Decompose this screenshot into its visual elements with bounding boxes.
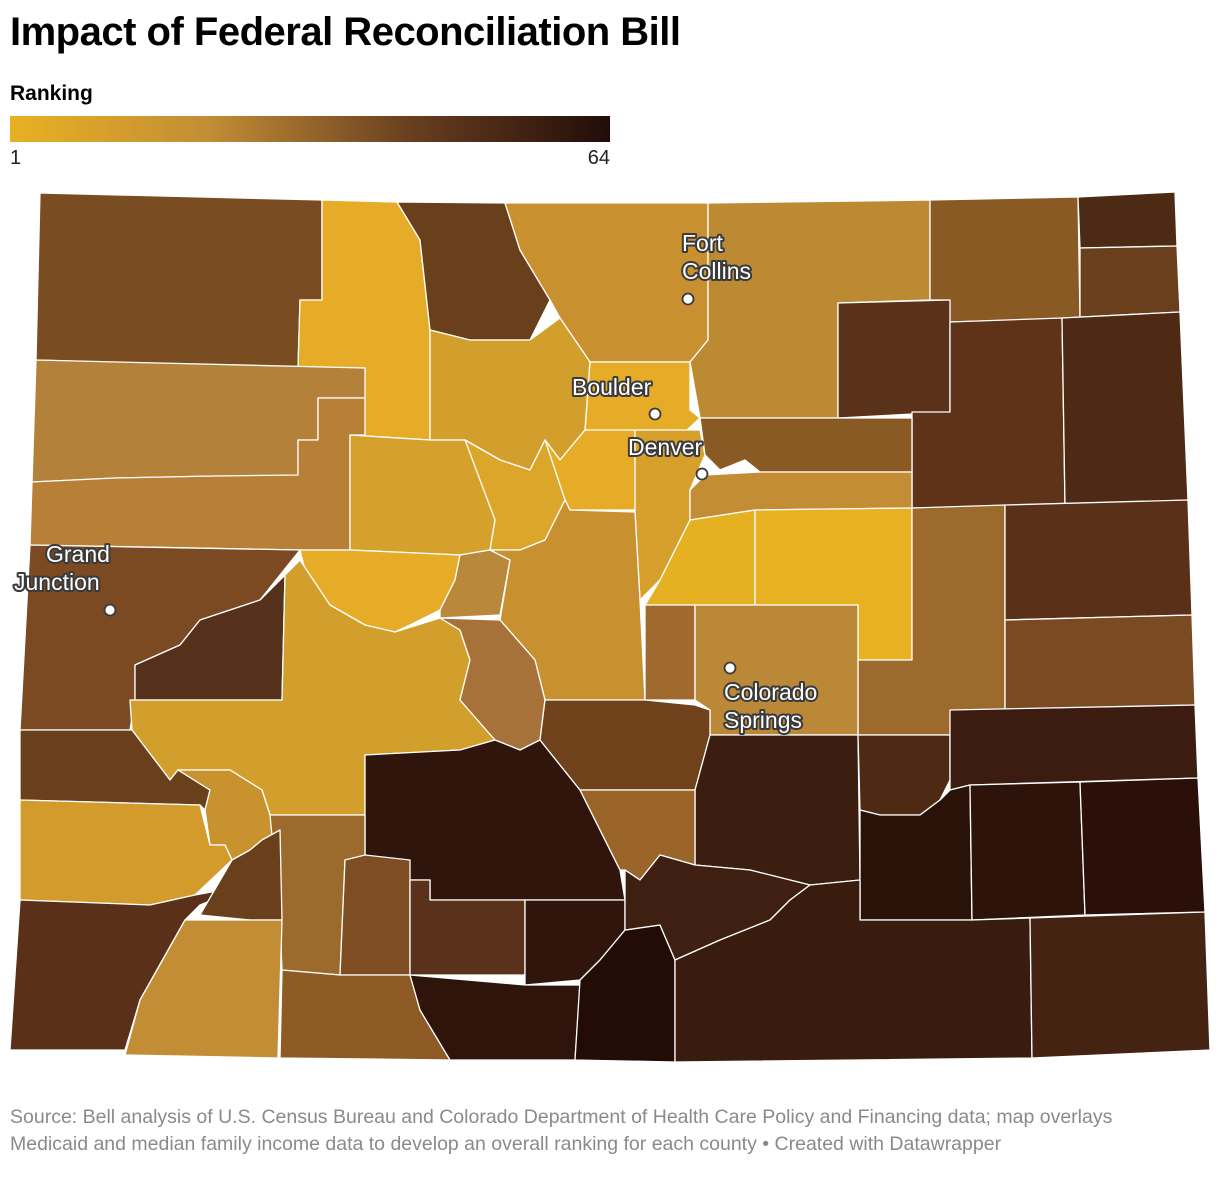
county-teller[interactable] <box>644 604 696 701</box>
city-markers: Fort Collins Boulder Denver Grand Junction… <box>12 228 819 735</box>
city-colorado-springs-label: Colorado Springs <box>724 679 817 733</box>
county-kit-carson[interactable] <box>1004 499 1193 621</box>
source-note: Source: Bell analysis of U.S. Census Bur… <box>10 1106 1113 1155</box>
footer-note: Source: Bell analysis of U.S. Census Bur… <box>10 1104 1180 1158</box>
county-logan[interactable] <box>929 196 1081 323</box>
city-grand-junction-dot <box>103 603 117 617</box>
city-colorado-springs-dot <box>723 661 737 675</box>
county-kiowa[interactable] <box>949 704 1199 791</box>
city-grand-junction-label: Grand Junction <box>14 541 110 595</box>
county-prowers[interactable] <box>1079 777 1206 916</box>
county-baca[interactable] <box>1029 911 1211 1059</box>
county-cheyenne[interactable] <box>1004 614 1196 711</box>
city-boulder[interactable]: Boulder <box>570 372 662 421</box>
city-colorado-springs[interactable]: Colorado Springs <box>722 661 819 735</box>
county-bent[interactable] <box>969 781 1086 921</box>
city-denver-dot <box>695 467 709 481</box>
city-fort-collins-dot <box>681 292 695 306</box>
city-boulder-dot <box>648 407 662 421</box>
footer-separator: • <box>762 1133 770 1155</box>
city-boulder-label: Boulder <box>572 374 652 400</box>
datawrapper-credit-link[interactable]: Created with Datawrapper <box>774 1133 1002 1155</box>
county-phillips[interactable] <box>1061 245 1181 319</box>
city-fort-collins-label: Fort Collins <box>682 230 751 284</box>
county-san-juan[interactable] <box>199 829 283 921</box>
county-san-miguel[interactable] <box>19 799 233 906</box>
city-fort-collins[interactable]: Fort Collins <box>680 228 753 306</box>
county-las-animas[interactable] <box>674 879 1033 1063</box>
county-sedgwick[interactable] <box>1077 191 1178 249</box>
county-dolores-montezuma[interactable] <box>9 884 251 1051</box>
county-mineral[interactable] <box>339 854 411 976</box>
county-la-plata[interactable] <box>124 919 283 1059</box>
city-grand-junction[interactable]: Grand Junction <box>12 539 117 617</box>
legend-title: Ranking <box>10 82 93 105</box>
county-pueblo[interactable] <box>694 734 861 886</box>
colorado-county-map: Fort Collins Boulder Denver Grand Junction… <box>9 191 1211 1063</box>
legend-color-bar <box>10 116 610 142</box>
county-yuma[interactable] <box>1061 311 1189 506</box>
county-moffat[interactable] <box>35 192 323 369</box>
legend-max-label: 64 <box>587 147 610 169</box>
legend-min-label: 1 <box>10 147 22 169</box>
chart-title: Impact of Federal Reconciliation Bill <box>10 10 681 54</box>
county-morgan[interactable] <box>837 299 951 419</box>
city-denver[interactable]: Denver <box>626 432 709 481</box>
county-layer <box>9 191 1211 1063</box>
city-denver-label: Denver <box>628 434 702 460</box>
county-adams[interactable] <box>699 417 913 473</box>
